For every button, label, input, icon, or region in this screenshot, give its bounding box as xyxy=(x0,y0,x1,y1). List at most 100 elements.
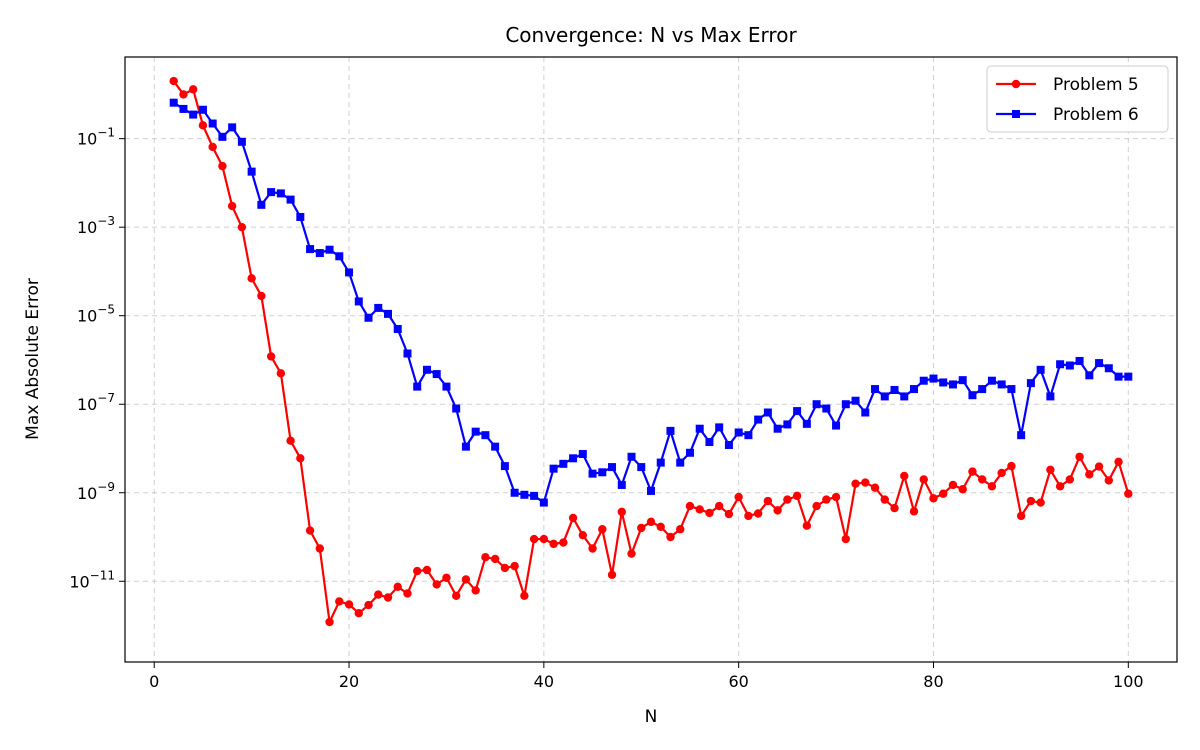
plot-frame xyxy=(124,56,1178,663)
data-point xyxy=(490,554,500,564)
data-point xyxy=(1017,431,1026,440)
data-point xyxy=(900,392,909,401)
y-axis-label: Max Absolute Error xyxy=(23,278,43,440)
data-point xyxy=(1085,371,1094,380)
data-point xyxy=(1075,452,1084,461)
data-point xyxy=(1016,511,1026,521)
data-point xyxy=(851,479,860,488)
data-point xyxy=(666,532,675,542)
data-point xyxy=(637,463,646,472)
data-point xyxy=(1104,364,1113,373)
data-point xyxy=(685,501,695,511)
x-tick-label: 20 xyxy=(339,672,359,691)
legend-marker-problem-5 xyxy=(1011,79,1021,89)
data-point xyxy=(910,385,918,394)
data-point xyxy=(1075,356,1084,365)
data-point xyxy=(315,249,324,258)
data-point xyxy=(763,496,773,506)
data-point xyxy=(753,509,763,518)
data-point xyxy=(188,85,198,94)
data-point xyxy=(335,597,344,606)
data-point xyxy=(266,352,276,361)
data-point xyxy=(627,549,636,558)
data-point xyxy=(1104,476,1114,485)
data-point xyxy=(1114,372,1123,381)
data-point xyxy=(714,501,724,511)
data-point xyxy=(461,442,470,451)
data-point xyxy=(773,424,782,433)
data-point xyxy=(559,459,568,468)
data-point xyxy=(948,480,958,490)
data-point xyxy=(530,491,539,500)
data-point xyxy=(977,475,987,484)
data-point xyxy=(549,539,558,549)
data-point xyxy=(169,98,178,107)
data-point xyxy=(179,104,188,113)
data-point xyxy=(354,297,363,306)
data-point xyxy=(237,137,246,146)
data-point xyxy=(588,469,597,478)
data-point xyxy=(1056,360,1065,369)
data-point xyxy=(286,436,295,445)
data-point xyxy=(227,201,237,211)
data-point xyxy=(189,110,198,119)
data-point xyxy=(871,385,880,394)
data-point xyxy=(1094,462,1104,471)
data-point xyxy=(481,431,490,440)
x-tick-label: 60 xyxy=(728,672,748,691)
data-point xyxy=(510,488,519,497)
legend-label-problem-6: Problem 6 xyxy=(1053,105,1139,125)
series-problem-6 xyxy=(169,98,1133,507)
data-point xyxy=(832,421,841,430)
data-point xyxy=(607,570,617,580)
data-point xyxy=(822,495,831,504)
legend-marker-problem-6 xyxy=(1012,110,1020,118)
data-point xyxy=(841,534,851,544)
data-point xyxy=(208,119,217,128)
data-point xyxy=(1085,470,1094,479)
data-point xyxy=(997,380,1006,389)
data-point xyxy=(413,566,422,576)
data-point xyxy=(900,471,909,481)
data-point xyxy=(539,498,548,507)
data-point xyxy=(315,544,325,553)
data-point xyxy=(559,538,568,547)
data-point xyxy=(861,478,870,487)
data-point xyxy=(529,534,539,544)
data-point xyxy=(451,591,461,600)
data-point xyxy=(569,454,578,463)
data-point xyxy=(442,573,451,582)
grid xyxy=(125,57,1177,662)
data-point xyxy=(1055,482,1065,491)
data-point xyxy=(257,291,266,301)
data-point xyxy=(598,468,607,477)
data-point xyxy=(452,404,461,413)
data-point xyxy=(978,385,987,394)
data-point xyxy=(724,440,733,449)
data-point xyxy=(208,142,217,152)
data-point xyxy=(861,408,870,417)
data-point xyxy=(617,507,626,517)
data-point xyxy=(568,513,578,523)
data-point xyxy=(383,593,393,602)
data-point xyxy=(676,458,685,467)
data-point xyxy=(666,426,675,435)
series-layer xyxy=(169,76,1133,627)
data-point xyxy=(481,552,490,562)
data-point xyxy=(939,489,948,498)
data-point xyxy=(169,76,178,86)
data-point xyxy=(345,268,354,277)
series-problem-5 xyxy=(169,76,1133,627)
data-point xyxy=(500,462,509,471)
data-point xyxy=(637,523,646,533)
data-point xyxy=(802,521,812,530)
data-point xyxy=(958,376,967,385)
data-point xyxy=(968,391,977,400)
data-point xyxy=(724,509,734,519)
data-point xyxy=(705,508,714,518)
data-point xyxy=(1036,365,1045,374)
data-point xyxy=(1046,392,1055,401)
data-point xyxy=(734,492,743,502)
data-point xyxy=(763,408,772,417)
data-point xyxy=(491,442,500,451)
